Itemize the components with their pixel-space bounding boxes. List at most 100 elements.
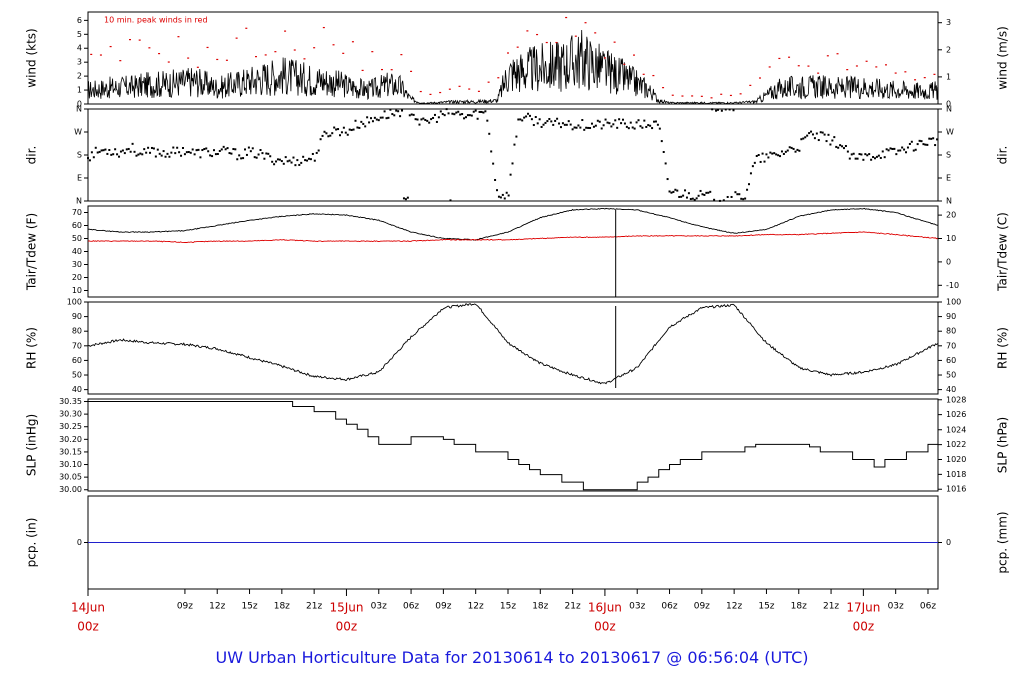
wind-peak-point — [855, 65, 858, 67]
direction-point — [511, 162, 514, 165]
direction-point — [528, 114, 531, 117]
direction-point — [497, 195, 500, 198]
wind-peak-point — [109, 45, 112, 48]
direction-point — [592, 125, 595, 128]
direction-point — [815, 132, 818, 135]
direction-point — [255, 156, 258, 159]
direction-point — [936, 138, 939, 141]
direction-point — [835, 145, 838, 148]
direction-point — [232, 148, 235, 151]
direction-point — [360, 120, 363, 123]
direction-point — [269, 155, 272, 158]
hour-tick-label: 15z — [500, 602, 516, 612]
direction-point — [472, 110, 475, 113]
wind-peak-point — [410, 70, 413, 72]
hour-tick-label: 03z — [371, 602, 387, 612]
pressure-plot-frame — [87, 398, 939, 492]
direction-point — [695, 197, 698, 200]
direction-point — [147, 146, 150, 149]
direction-point — [201, 149, 204, 152]
wind-peak-point — [332, 44, 335, 46]
direction-point — [251, 147, 254, 150]
direction-point — [854, 157, 857, 160]
pressure-right-tick-label: 1024 — [946, 425, 966, 434]
direction-point — [420, 118, 423, 121]
direction-point — [484, 110, 487, 113]
direction-point — [788, 146, 791, 149]
direction-point — [368, 121, 371, 124]
humidity-left-tick-label: 100 — [67, 298, 82, 307]
direction-point — [470, 114, 473, 117]
direction-point — [844, 144, 847, 147]
wind-peak-point — [274, 51, 277, 53]
direction-point — [451, 112, 454, 115]
direction-point — [443, 114, 446, 117]
direction-point — [437, 116, 440, 119]
direction-point — [912, 149, 915, 152]
wind-peak-point — [293, 49, 296, 51]
direction-right-tick-label: N — [946, 197, 952, 206]
hour-tick-label: 09z — [694, 602, 710, 612]
humidity-left-tick-label: 40 — [72, 385, 82, 394]
wind-peak-point — [865, 60, 868, 62]
direction-point — [433, 113, 436, 116]
direction-point — [286, 160, 289, 163]
direction-point — [280, 160, 283, 163]
direction-point — [748, 183, 751, 186]
humidity-right-tick-label: 90 — [946, 312, 956, 321]
wind-left-tick-label: 0 — [77, 100, 82, 109]
direction-point — [449, 199, 452, 202]
direction-point — [780, 150, 783, 153]
humidity-right-tick-label: 80 — [946, 327, 956, 336]
direction-point — [525, 115, 528, 118]
direction-point — [164, 155, 167, 158]
direction-point — [521, 119, 524, 122]
direction-point — [701, 193, 704, 196]
direction-point — [856, 157, 859, 160]
direction-point — [864, 153, 867, 156]
wind-peak-point — [807, 65, 810, 67]
direction-point — [98, 150, 101, 153]
direction-point — [699, 189, 702, 192]
direction-point — [666, 178, 669, 181]
direction-point — [614, 119, 617, 122]
direction-point — [786, 149, 789, 152]
direction-point — [174, 152, 177, 155]
direction-point — [102, 149, 105, 152]
wind-peak-point — [477, 90, 480, 92]
direction-point — [108, 149, 111, 152]
wind-peak-point — [429, 93, 432, 96]
wind-peak-point — [284, 30, 287, 32]
humidity-left-tick-label: 80 — [72, 327, 82, 336]
wind-peak-point — [817, 72, 820, 74]
direction-point — [119, 150, 122, 153]
direction-point — [143, 148, 146, 151]
direction-right-tick-label: E — [946, 174, 951, 183]
direction-point — [872, 156, 875, 159]
direction-point — [740, 197, 743, 200]
direction-point — [185, 151, 188, 154]
direction-point — [181, 146, 184, 149]
direction-point — [796, 148, 799, 151]
direction-point — [691, 197, 694, 200]
direction-point — [499, 196, 502, 199]
hour-tick-label: 21z — [565, 602, 581, 612]
direction-point — [331, 132, 334, 135]
direction-point — [137, 153, 140, 156]
direction-point — [893, 147, 896, 150]
direction-point — [895, 153, 898, 156]
direction-point — [222, 145, 225, 148]
direction-point — [932, 137, 935, 140]
wind-peak-point — [351, 41, 354, 43]
direction-point — [810, 130, 813, 133]
direction-point — [530, 118, 533, 121]
hour-tick-label: 06z — [661, 602, 677, 612]
direction-point — [294, 164, 297, 167]
direction-point — [914, 148, 917, 151]
precipitation-right-tick-label: 0 — [946, 538, 951, 547]
wind-peak-point — [536, 33, 539, 36]
direction-point — [573, 126, 576, 129]
direction-point — [94, 146, 97, 149]
direction-point — [104, 148, 107, 151]
direction-point — [730, 195, 733, 198]
